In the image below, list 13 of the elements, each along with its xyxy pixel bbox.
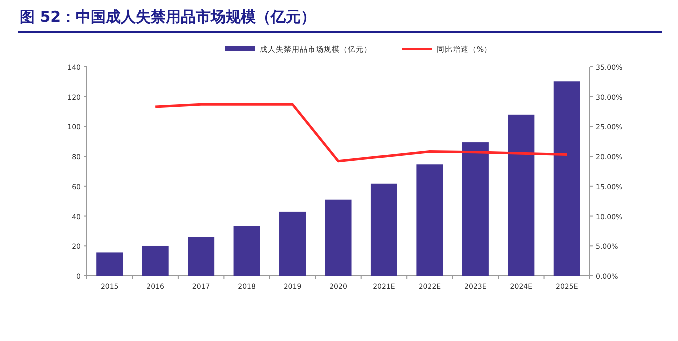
bar: [508, 114, 535, 276]
bar: [325, 200, 352, 276]
bar: [416, 164, 444, 276]
bar: [370, 184, 398, 276]
bar: [142, 246, 169, 276]
line-series: [154, 103, 568, 163]
bar: [234, 226, 260, 276]
bar: [96, 252, 124, 276]
bar: [188, 237, 215, 276]
chart-title: 图 52：中国成人失禁用品市场规模（亿元）: [20, 8, 316, 26]
bar: [462, 142, 489, 276]
bar: [554, 82, 580, 276]
bar: [280, 212, 306, 276]
